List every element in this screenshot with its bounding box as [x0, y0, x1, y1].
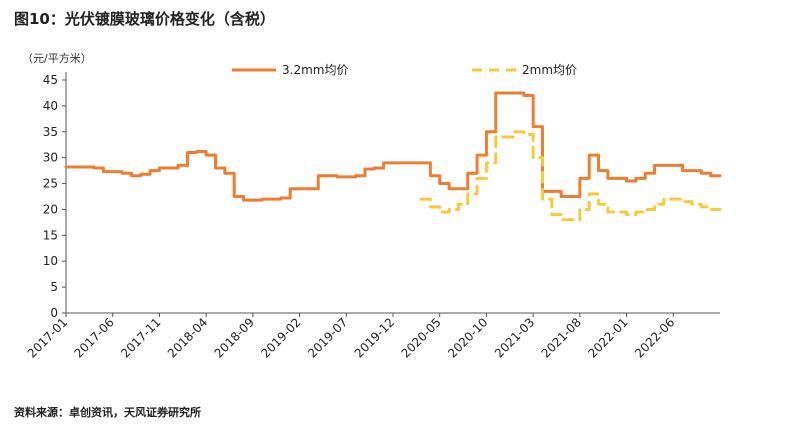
- x-tick-label: 2021-08: [539, 315, 584, 360]
- x-tick-label: 2020-10: [445, 315, 490, 360]
- x-tick-label: 2017-01: [25, 315, 70, 360]
- y-tick-label: 10: [43, 254, 58, 268]
- x-tick-label: 2018-04: [165, 315, 210, 360]
- series-line-3-2mm: [64, 91, 722, 202]
- x-tick-label: 2019-02: [258, 315, 303, 360]
- y-tick-label: 15: [43, 228, 58, 242]
- chart-title: 图10：光伏镀膜玻璃价格变化（含税）: [14, 10, 275, 28]
- x-tick-label: 2021-03: [492, 315, 537, 360]
- y-tick-label: 30: [43, 151, 58, 165]
- y-tick-label: 0: [50, 306, 58, 320]
- legend-label: 3.2mm均价: [282, 63, 348, 77]
- x-tick-label: 2017-11: [118, 315, 163, 360]
- x-tick-label: 2018-09: [212, 315, 257, 360]
- y-tick-label: 45: [43, 73, 58, 87]
- y-tick-label: 25: [43, 177, 58, 191]
- y-unit-label: （元/平方米）: [22, 52, 92, 65]
- y-tick-label: 40: [43, 99, 58, 113]
- x-tick-label: 2019-07: [305, 315, 350, 360]
- y-tick-label: 20: [43, 202, 58, 216]
- y-tick-label: 35: [43, 125, 58, 139]
- source-note: 资料来源：卓创资讯，天风证券研究所: [14, 406, 201, 419]
- legend-label: 2mm均价: [522, 63, 577, 77]
- series-line-2mm: [419, 130, 722, 222]
- y-tick-label: 5: [50, 280, 58, 294]
- x-tick-label: 2022-01: [585, 315, 630, 360]
- chart-series: [64, 91, 722, 222]
- x-tick-label: 2019-12: [352, 315, 397, 360]
- chart-legend: 3.2mm均价 2mm均价: [232, 63, 577, 77]
- x-tick-label: 2020-05: [398, 315, 443, 360]
- x-tick-label: 2022-06: [632, 315, 677, 360]
- x-tick-label: 2017-06: [71, 315, 116, 360]
